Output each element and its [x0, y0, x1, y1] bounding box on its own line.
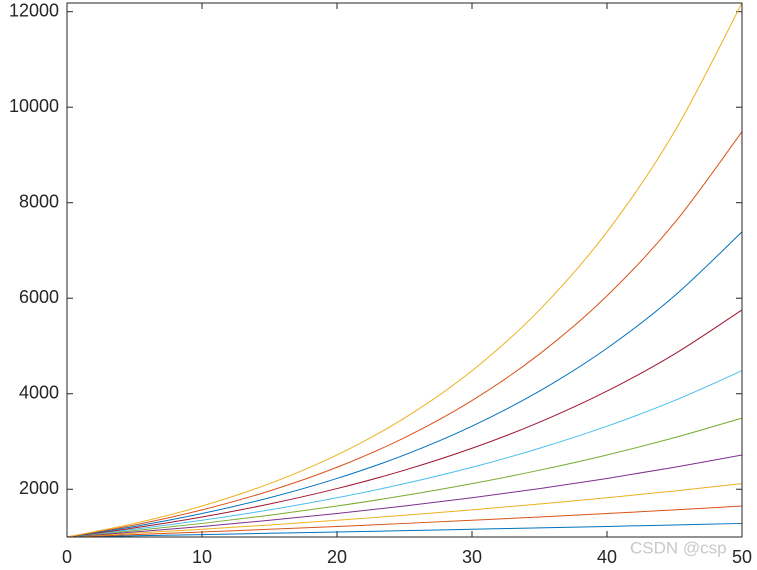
x-tick-label: 10 [192, 547, 212, 567]
x-tick-label: 0 [62, 547, 72, 567]
series-line [66, 370, 743, 538]
series-line [66, 2, 743, 538]
x-tick-label: 20 [327, 547, 347, 567]
y-tick-label: 8000 [19, 191, 59, 211]
x-tick-label: 50 [732, 547, 752, 567]
series-line [66, 483, 743, 538]
series-line [66, 417, 743, 538]
y-tick-label: 12000 [9, 0, 59, 20]
series-line [66, 454, 743, 538]
series-line [66, 309, 743, 538]
y-tick-label: 10000 [9, 96, 59, 116]
plot-frame [66, 2, 743, 538]
y-tick-label: 6000 [19, 287, 59, 307]
x-tick-label: 40 [597, 547, 617, 567]
y-tick-label: 4000 [19, 382, 59, 402]
series-line [66, 131, 743, 538]
y-tick-label: 2000 [19, 478, 59, 498]
watermark: CSDN @csp [630, 538, 727, 557]
series-line [66, 522, 743, 538]
series-line [66, 505, 743, 538]
x-tick-label: 30 [462, 547, 482, 567]
series-line [66, 231, 743, 538]
